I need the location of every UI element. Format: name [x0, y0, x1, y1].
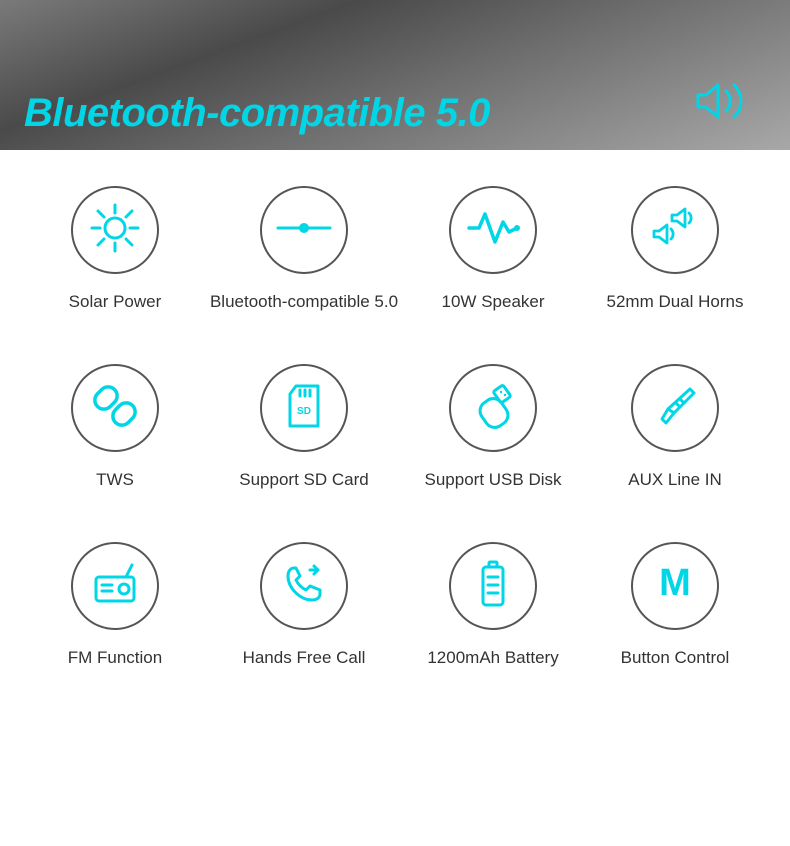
- feature-label: FM Function: [68, 648, 162, 668]
- feature-label: 1200mAh Battery: [427, 648, 558, 668]
- feature-bluetooth: Bluetooth-compatible 5.0: [210, 186, 398, 312]
- dual-horn-icon: [648, 205, 702, 256]
- feature-circle: [631, 364, 719, 452]
- feature-circle: M: [631, 542, 719, 630]
- sd-card-icon: SD: [284, 382, 324, 435]
- feature-tws: TWS: [28, 364, 202, 490]
- feature-label: Button Control: [621, 648, 730, 668]
- svg-text:SD: SD: [297, 406, 311, 417]
- feature-label: Support USB Disk: [425, 470, 562, 490]
- call-icon: [280, 560, 328, 613]
- feature-circle: [449, 364, 537, 452]
- feature-grid: Solar Power Bluetooth-compatible 5.0 10W…: [0, 150, 790, 668]
- feature-label: Solar Power: [69, 292, 162, 312]
- feature-hands-free: Hands Free Call: [210, 542, 398, 668]
- m-button-icon: M: [650, 559, 700, 614]
- chain-icon: [89, 380, 141, 437]
- feature-aux: AUX Line IN: [588, 364, 762, 490]
- svg-text:M: M: [659, 562, 691, 604]
- feature-label: Support SD Card: [239, 470, 368, 490]
- feature-circle: [449, 542, 537, 630]
- feature-dual-horns: 52mm Dual Horns: [588, 186, 762, 312]
- feature-label: 10W Speaker: [442, 292, 545, 312]
- feature-battery: 1200mAh Battery: [406, 542, 580, 668]
- battery-icon: [477, 559, 509, 614]
- feature-label: Bluetooth-compatible 5.0: [210, 292, 398, 312]
- feature-circle: SD: [260, 364, 348, 452]
- feature-sd-card: SD Support SD Card: [210, 364, 398, 490]
- radio-icon: [90, 561, 140, 612]
- feature-label: AUX Line IN: [628, 470, 722, 490]
- feature-label: TWS: [96, 470, 134, 490]
- banner: Bluetooth-compatible 5.0: [0, 0, 790, 150]
- feature-circle: [71, 186, 159, 274]
- feature-label: Hands Free Call: [243, 648, 366, 668]
- sound-icon: [694, 79, 750, 128]
- banner-title: Bluetooth-compatible 5.0: [24, 91, 490, 136]
- feature-fm: FM Function: [28, 542, 202, 668]
- feature-solar-power: Solar Power: [28, 186, 202, 312]
- feature-label: 52mm Dual Horns: [607, 292, 744, 312]
- feature-usb-disk: Support USB Disk: [406, 364, 580, 490]
- usb-disk-icon: [468, 381, 518, 436]
- feature-circle: [631, 186, 719, 274]
- feature-circle: [71, 542, 159, 630]
- aux-jack-icon: [650, 381, 700, 436]
- feature-circle: [449, 186, 537, 274]
- feature-circle: [260, 186, 348, 274]
- feature-circle: [71, 364, 159, 452]
- feature-circle: [260, 542, 348, 630]
- bt-dot-icon: [274, 213, 334, 248]
- pulse-icon: [465, 208, 521, 253]
- feature-button-control: M Button Control: [588, 542, 762, 668]
- sun-icon: [88, 201, 142, 260]
- feature-10w-speaker: 10W Speaker: [406, 186, 580, 312]
